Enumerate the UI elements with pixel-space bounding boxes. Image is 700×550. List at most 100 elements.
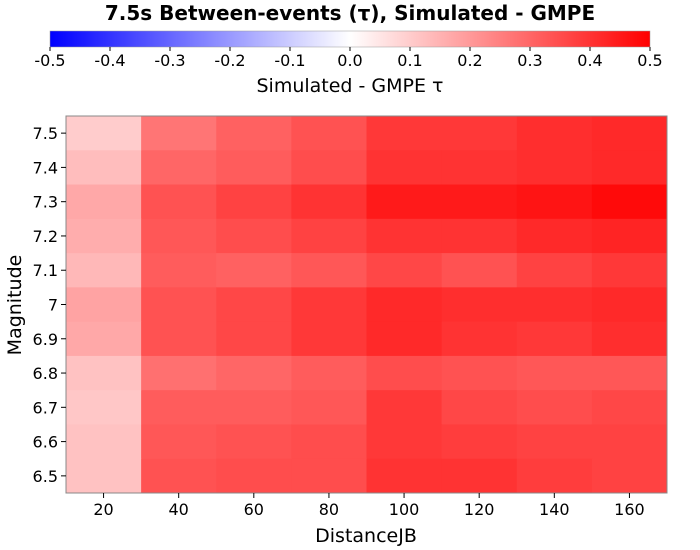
heatmap-cell — [591, 287, 668, 323]
x-tick-label: 80 — [319, 500, 339, 519]
y-axis-label: Magnitude — [4, 255, 26, 356]
colorbar — [49, 30, 651, 48]
heatmap-cell — [216, 287, 292, 323]
y-tick-label: 7.3 — [33, 193, 58, 212]
heatmap-cell — [591, 321, 668, 357]
heatmap-cell — [591, 150, 668, 186]
x-tick-label: 100 — [389, 500, 420, 519]
heatmap-cell — [366, 424, 443, 460]
heatmap-cell — [441, 458, 518, 494]
colorbar-tick-label: -0.1 — [274, 51, 305, 70]
heatmap-cell — [141, 116, 217, 151]
y-axis-ticks: 7.5 7.4 7.3 7.2 7.1 7 6.9 6.8 6.7 6.6 6.5 — [33, 124, 66, 486]
x-tick-label: 20 — [93, 500, 113, 519]
x-tick-label: 40 — [169, 500, 189, 519]
colorbar-tick-label: -0.5 — [34, 51, 65, 70]
x-tick-label: 140 — [539, 500, 570, 519]
heatmap-cell — [366, 218, 443, 254]
heatmap-cell — [291, 424, 367, 460]
heatmap-cell — [66, 424, 142, 460]
heatmap-cell — [66, 458, 142, 494]
heatmap-cell — [591, 218, 668, 254]
heatmap-cell — [66, 355, 142, 391]
heatmap-cell — [141, 424, 217, 460]
heatmap-cell — [141, 184, 217, 220]
y-tick-label: 6.8 — [33, 364, 58, 383]
colorbar-tick-label: 0.5 — [637, 51, 662, 70]
heatmap-cell — [516, 218, 593, 254]
heatmap-cell — [291, 355, 367, 391]
heatmap-cell — [516, 355, 593, 391]
heatmap-cell — [291, 458, 367, 494]
heatmap-cell — [291, 390, 367, 425]
heatmap-cell — [441, 355, 518, 391]
heatmap-cell — [366, 321, 443, 357]
heatmap-cell — [216, 458, 292, 494]
heatmap-cell — [591, 184, 668, 220]
y-tick-label: 6.7 — [33, 398, 58, 417]
heatmap-cell — [591, 253, 668, 288]
x-tick-label: 60 — [244, 500, 264, 519]
heatmap-cell — [291, 287, 367, 323]
heatmap-cell — [591, 355, 668, 391]
heatmap-cell — [366, 150, 443, 186]
heatmap-cell — [66, 253, 142, 288]
heatmap-cell — [141, 458, 217, 494]
heatmap-cell — [441, 390, 518, 425]
heatmap-cell — [216, 253, 292, 288]
heatmap-cell — [291, 150, 367, 186]
x-tick-label: 120 — [464, 500, 495, 519]
heatmap-cell — [516, 116, 593, 151]
heatmap-cell — [366, 116, 443, 151]
heatmap-cell — [66, 287, 142, 323]
heatmap-cell — [216, 184, 292, 220]
heatmap-cell — [141, 253, 217, 288]
heatmap-cell — [216, 150, 292, 186]
heatmap-cell — [216, 355, 292, 391]
heatmap-cell — [516, 458, 593, 494]
colorbar-tick-label: -0.4 — [94, 51, 125, 70]
heatmap-cell — [66, 321, 142, 357]
heatmap-cell — [141, 355, 217, 391]
y-tick-label: 7.5 — [33, 124, 58, 143]
heatmap-cell — [291, 253, 367, 288]
y-tick-label: 6.6 — [33, 433, 58, 452]
colorbar-ticks: -0.5 -0.4 -0.3 -0.2 -0.1 0.0 0.1 0.2 0.3 0.4 0.5 — [34, 47, 663, 70]
heatmap-cell — [291, 116, 367, 151]
heatmap-cell — [141, 390, 217, 425]
heatmap-cell — [66, 390, 142, 425]
colorbar-tick-label: 0.3 — [517, 51, 542, 70]
heatmap-cell — [141, 150, 217, 186]
heatmap-cell — [516, 424, 593, 460]
heatmap-cell — [366, 390, 443, 425]
colorbar-tick-label: -0.3 — [154, 51, 185, 70]
heatmap-cell — [216, 321, 292, 357]
colorbar-tick-label: 0.0 — [337, 51, 362, 70]
heatmap-cell — [441, 116, 518, 151]
heatmap-cell — [516, 287, 593, 323]
chart-title: 7.5s Between-events (τ), Simulated - GMP… — [105, 1, 595, 25]
heatmap-cell — [141, 218, 217, 254]
heatmap-cell — [291, 218, 367, 254]
heatmap-cell — [141, 287, 217, 323]
heatmap-cell — [366, 458, 443, 494]
heatmap-cells — [66, 116, 668, 494]
heatmap-cell — [591, 116, 668, 151]
heatmap-cell — [591, 390, 668, 425]
heatmap-cell — [441, 424, 518, 460]
heatmap-cell — [291, 321, 367, 357]
heatmap-cell — [441, 253, 518, 288]
y-tick-label: 7.1 — [33, 261, 58, 280]
heatmap-cell — [366, 355, 443, 391]
heatmap-cell — [216, 116, 292, 151]
heatmap-cell — [66, 184, 142, 220]
heatmap-cell — [216, 424, 292, 460]
y-tick-label: 7 — [48, 296, 58, 315]
heatmap-cell — [441, 150, 518, 186]
heatmap-cell — [441, 218, 518, 254]
heatmap-cell — [591, 458, 668, 494]
heatmap-cell — [66, 116, 142, 151]
heatmap-cell — [141, 321, 217, 357]
heatmap-cell — [516, 321, 593, 357]
